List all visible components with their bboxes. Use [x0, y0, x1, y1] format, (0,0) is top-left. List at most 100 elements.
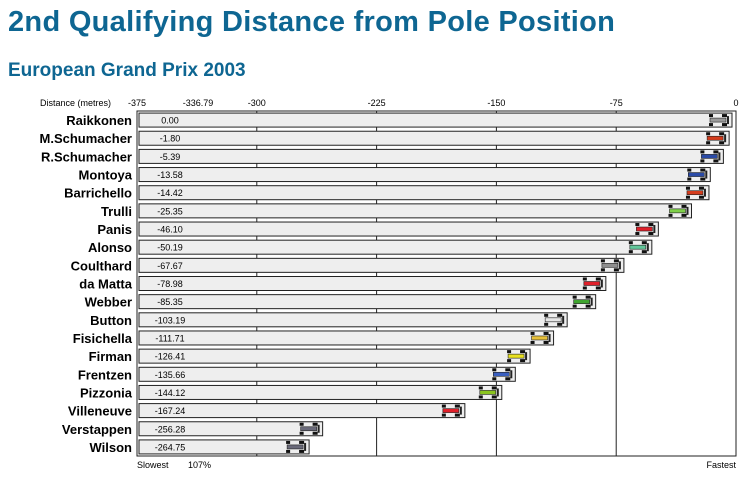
bar-row: Verstappen -256.28 [62, 421, 324, 437]
driver-label: Wilson [90, 440, 133, 455]
car-icon [544, 313, 565, 326]
value-label: -135.66 [155, 370, 186, 380]
value-label: -103.19 [155, 315, 186, 325]
bar [138, 403, 466, 419]
car-icon [478, 386, 499, 399]
value-label: -5.39 [160, 152, 181, 162]
car-icon [628, 241, 649, 254]
bar-row: M.Schumacher -1.80 [40, 130, 730, 146]
bar [138, 185, 710, 201]
bar [138, 257, 625, 273]
value-label: -264.75 [155, 442, 186, 452]
car-icon [582, 277, 603, 290]
driver-label: Villeneuve [68, 404, 132, 419]
driver-label: Coulthard [71, 258, 132, 273]
bar-row: Raikkonen 0.00 [66, 112, 733, 128]
value-label: -50.19 [157, 243, 183, 253]
driver-label: Trulli [101, 204, 132, 219]
driver-label: da Matta [79, 277, 133, 292]
x-axis-label: Distance (metres) [40, 98, 111, 108]
driver-label: Webber [85, 295, 132, 310]
value-label: -256.28 [155, 424, 186, 434]
bar [138, 312, 568, 328]
car-icon [530, 331, 551, 344]
bar [138, 384, 503, 400]
bar-row: Montoya -13.58 [79, 167, 711, 183]
car-icon [700, 150, 721, 163]
car-icon [492, 368, 513, 381]
bar-row: Coulthard -67.67 [71, 257, 625, 273]
bar [138, 330, 555, 346]
tick-label: -75 [610, 98, 623, 108]
slowest-label: Slowest [137, 460, 169, 470]
car-icon [706, 132, 727, 145]
driver-label: Frentzen [78, 367, 132, 382]
tick-label: -336.79 [183, 98, 214, 108]
chart-subtitle: European Grand Prix 2003 [8, 60, 246, 81]
bar-row: Wilson -264.75 [90, 439, 310, 455]
car-icon [685, 186, 706, 199]
value-label: -144.12 [155, 388, 186, 398]
value-label: -25.35 [157, 206, 183, 216]
bar-row: R.Schumacher -5.39 [41, 148, 724, 164]
tick-label: -225 [368, 98, 386, 108]
value-label: -67.67 [157, 261, 183, 271]
car-icon [635, 223, 656, 236]
bar [138, 239, 653, 255]
driver-label: M.Schumacher [40, 131, 132, 146]
bar-row: Firman -126.41 [89, 348, 531, 364]
driver-label: Firman [89, 349, 132, 364]
value-label: -85.35 [157, 297, 183, 307]
car-icon [709, 114, 729, 127]
bar-row: Webber -85.35 [85, 294, 597, 310]
bar [138, 112, 733, 128]
driver-label: Pizzonia [80, 385, 133, 400]
bar-row: Pizzonia -144.12 [80, 384, 503, 400]
tick-label: -300 [248, 98, 266, 108]
car-icon [600, 259, 621, 272]
chart-title: 2nd Qualifying Distance from Pole Positi… [8, 6, 616, 38]
value-label: -13.58 [157, 170, 183, 180]
driver-label: Alonso [88, 240, 132, 255]
car-icon [299, 422, 320, 435]
driver-label: Button [90, 313, 132, 328]
driver-label: Montoya [79, 168, 133, 183]
bar [138, 203, 693, 219]
bar [138, 421, 324, 437]
bars: Raikkonen 0.00 M.Schumacher -1.80 R.Schumach… [40, 112, 733, 455]
car-icon [286, 440, 307, 453]
bar-row: Frentzen -135.66 [78, 366, 516, 382]
driver-label: Panis [97, 222, 132, 237]
driver-label: Raikkonen [66, 113, 132, 128]
car-icon [687, 168, 708, 181]
driver-label: R.Schumacher [41, 149, 132, 164]
bar-row: Panis -46.10 [97, 221, 659, 237]
bar [138, 348, 531, 364]
value-label: 0.00 [161, 116, 179, 126]
value-label: -78.98 [157, 279, 183, 289]
value-label: -46.10 [157, 225, 183, 235]
bar-row: Alonso -50.19 [88, 239, 653, 255]
bar-row: Villeneuve -167.24 [68, 403, 466, 419]
axis-ticks: -375 -336.79 -300 -225 -150 -75 0 [128, 98, 739, 108]
tick-label: -150 [487, 98, 505, 108]
bar [138, 130, 730, 146]
bar [138, 221, 659, 237]
bar [138, 276, 607, 291]
driver-label: Barrichello [64, 186, 132, 201]
plot-frame [136, 110, 737, 457]
bar [138, 294, 597, 310]
car-icon [668, 204, 689, 217]
bar-row: Barrichello -14.42 [64, 185, 710, 201]
bar [138, 439, 310, 455]
bar [138, 366, 516, 382]
value-label: -126.41 [155, 352, 186, 362]
tick-label: -375 [128, 98, 146, 108]
bar-row: da Matta -78.98 [79, 276, 607, 292]
bar-row: Button -103.19 [90, 312, 568, 328]
value-label: -1.80 [160, 134, 181, 144]
bar [138, 167, 711, 183]
value-label: -167.24 [155, 406, 186, 416]
car-icon [441, 404, 462, 417]
